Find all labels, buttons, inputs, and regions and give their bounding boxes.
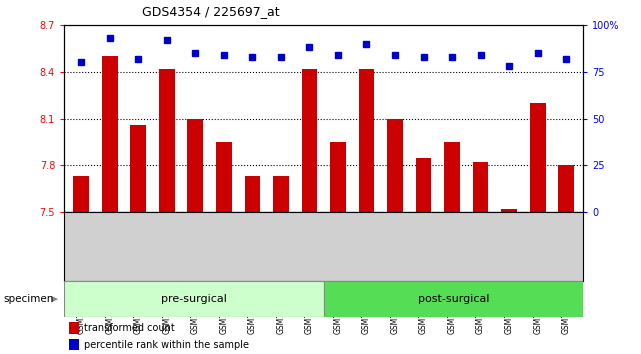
Bar <box>324 281 583 317</box>
Bar <box>273 176 288 212</box>
Text: GDS4354 / 225697_at: GDS4354 / 225697_at <box>142 5 279 18</box>
Bar <box>302 69 317 212</box>
Text: post-surgical: post-surgical <box>418 294 489 304</box>
Bar <box>73 176 89 212</box>
Text: specimen: specimen <box>3 294 54 304</box>
Bar <box>102 56 117 212</box>
Bar <box>501 209 517 212</box>
Bar <box>244 176 260 212</box>
Bar <box>69 339 79 350</box>
Bar <box>64 281 324 317</box>
Text: percentile rank within the sample: percentile rank within the sample <box>84 340 249 350</box>
Bar <box>473 162 488 212</box>
Bar <box>558 166 574 212</box>
Text: transformed count: transformed count <box>84 323 174 333</box>
Bar <box>330 142 345 212</box>
Text: pre-surgical: pre-surgical <box>161 294 227 304</box>
Bar <box>69 322 79 333</box>
Bar <box>130 125 146 212</box>
Bar <box>444 142 460 212</box>
Bar <box>530 103 545 212</box>
Bar <box>216 142 231 212</box>
Bar <box>416 158 431 212</box>
Bar <box>159 69 174 212</box>
Bar <box>359 69 374 212</box>
Bar <box>387 119 403 212</box>
Bar <box>187 119 203 212</box>
